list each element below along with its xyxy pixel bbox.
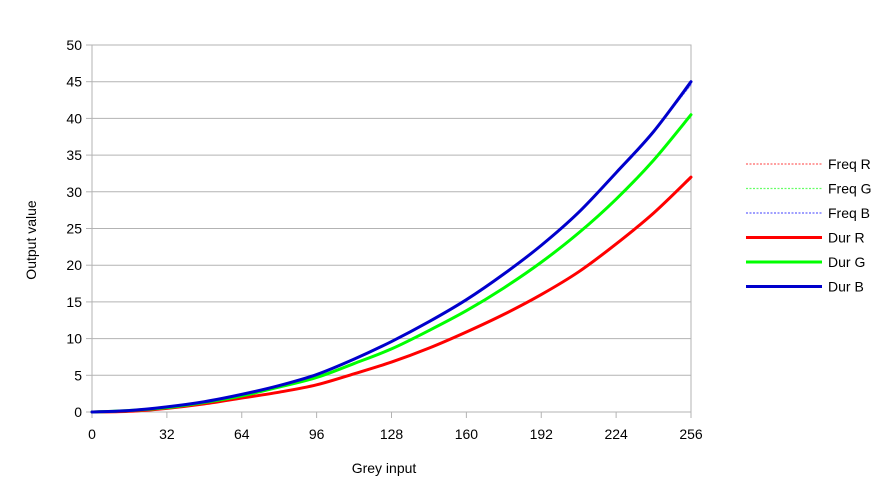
x-tick-label: 128 [380, 426, 404, 442]
x-axis-title: Grey input [352, 460, 417, 476]
y-tick-label: 35 [66, 147, 82, 163]
y-tick-label: 0 [74, 404, 82, 420]
x-tick-label: 0 [88, 426, 96, 442]
y-tick-label: 10 [66, 331, 82, 347]
plot-area [91, 44, 692, 413]
series-lines [90, 80, 693, 414]
y-tick-label: 25 [66, 221, 82, 237]
x-axis-tick-labels: 0 32 64 96 128 160 192 224 256 [88, 426, 703, 442]
x-tick-label: 96 [309, 426, 325, 442]
y-tick-label: 45 [66, 74, 82, 90]
series-line-dur-b [90, 80, 693, 414]
x-tick-label: 192 [530, 426, 554, 442]
y-tick-label: 40 [66, 110, 82, 126]
y-axis-title: Output value [23, 200, 39, 280]
y-tick-label: 50 [66, 37, 82, 53]
legend-label-freq-g: Freq G [828, 181, 872, 197]
y-axis-tick-labels: 0 5 10 15 20 25 30 35 40 45 50 [66, 37, 82, 420]
legend-label-freq-b: Freq B [828, 205, 870, 221]
x-tick-label: 160 [455, 426, 479, 442]
plot-border [91, 44, 692, 413]
x-tick-label: 224 [604, 426, 628, 442]
x-tick-label: 256 [679, 426, 703, 442]
y-tick-label: 30 [66, 184, 82, 200]
x-tick-label: 64 [234, 426, 250, 442]
y-tick-label: 15 [66, 294, 82, 310]
legend-label-freq-r: Freq R [828, 156, 871, 172]
y-tick-label: 20 [66, 257, 82, 273]
legend-label-dur-r: Dur R [828, 230, 865, 246]
y-tick-label: 5 [74, 367, 82, 383]
legend-label-dur-b: Dur B [828, 279, 864, 295]
x-tick-label: 32 [159, 426, 175, 442]
legend-label-dur-g: Dur G [828, 254, 865, 270]
legend: Freq R Freq G Freq B Dur R Dur G Dur B [746, 156, 872, 295]
